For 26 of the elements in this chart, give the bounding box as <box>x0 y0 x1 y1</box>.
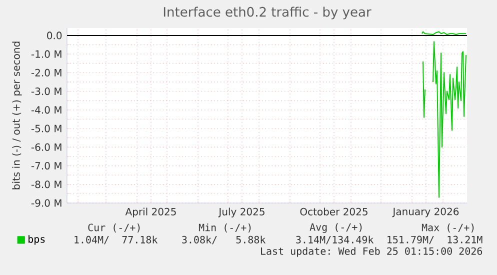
text: Cur (-/+) <box>88 224 140 232</box>
y-tick-label: -8.0 M <box>31 180 62 188</box>
y-tick-label: -1.0 M <box>31 50 62 58</box>
text: Last update: Wed Feb 25 01:15:00 2026 <box>261 247 482 257</box>
text: 3.14M/134.49k <box>296 236 374 244</box>
y-tick-label: -4.0 M <box>31 106 62 114</box>
y-tick-label: -2.0 M <box>31 68 62 76</box>
y-tick-label: -7.0 M <box>31 162 62 170</box>
text: Max (-/+) <box>422 224 474 232</box>
y-tick-label: 0.0 <box>47 32 62 40</box>
legend-label: bps <box>28 235 45 245</box>
y-tick-label: -5.0 M <box>31 124 62 132</box>
y-tick-label: -9.0 M <box>31 199 62 207</box>
x-tick-label: January 2026 <box>392 208 459 218</box>
y-tick-label: -3.0 M <box>31 88 62 96</box>
text: 1.04M/ 77.18k <box>74 236 158 244</box>
text: Avg (-/+) <box>310 223 362 233</box>
y-tick-label: -6.0 M <box>31 143 62 151</box>
x-tick-label: April 2025 <box>125 208 176 218</box>
x-tick-label: October 2025 <box>300 208 368 216</box>
y-axis-title: bits in (-) / out (+) per second <box>12 42 22 190</box>
x-tick-label: July 2025 <box>218 208 264 218</box>
text: Min (-/+) <box>198 224 251 232</box>
text: 151.79M/ 13.21M <box>388 236 482 244</box>
chart-title: Interface eth0.2 traffic - by year <box>164 6 372 20</box>
text: 3.08k/ 5.88k <box>182 236 266 244</box>
